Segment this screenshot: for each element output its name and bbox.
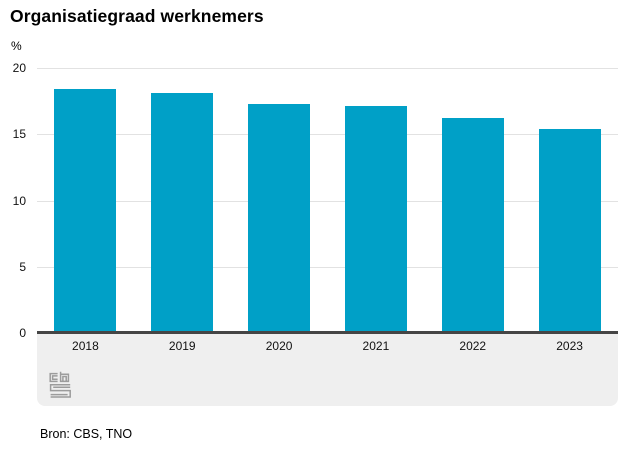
x-tick-label-2021: 2021: [362, 339, 390, 353]
gridline-10: [37, 200, 618, 202]
x-tick-label-2020: 2020: [265, 339, 293, 353]
x-axis-band: 2018 2019 2020 2021 2022 2023: [37, 334, 618, 406]
chart-title: Organisatiegraad werknemers: [10, 6, 264, 26]
x-tick-label-2019: 2019: [168, 339, 196, 353]
y-axis-unit-label: %: [11, 39, 22, 53]
bar-2023: [538, 128, 601, 333]
y-tick-label-15: 15: [12, 127, 26, 142]
source-note: Bron: CBS, TNO: [40, 427, 133, 441]
bar-2018: [54, 89, 117, 333]
bar-2021: [344, 106, 407, 333]
y-tick-label-20: 20: [12, 61, 26, 75]
bar-2019: [151, 93, 214, 333]
x-tick-label-2018: 2018: [72, 339, 99, 353]
gridline-15: [37, 134, 618, 136]
y-tick-label-5: 5: [19, 259, 26, 274]
x-tick-label-2023: 2023: [556, 339, 583, 353]
plot-area: [37, 68, 618, 333]
y-tick-label-0: 0: [19, 326, 26, 340]
x-axis-line: [37, 331, 618, 334]
x-tick-label-2022: 2022: [459, 339, 487, 353]
gridline-5: [37, 266, 618, 268]
gridline-20: [37, 68, 618, 69]
cbs-logo: [49, 371, 71, 398]
y-tick-label-10: 10: [12, 193, 26, 208]
bar-2022: [441, 118, 504, 333]
bar-2020: [248, 103, 311, 333]
